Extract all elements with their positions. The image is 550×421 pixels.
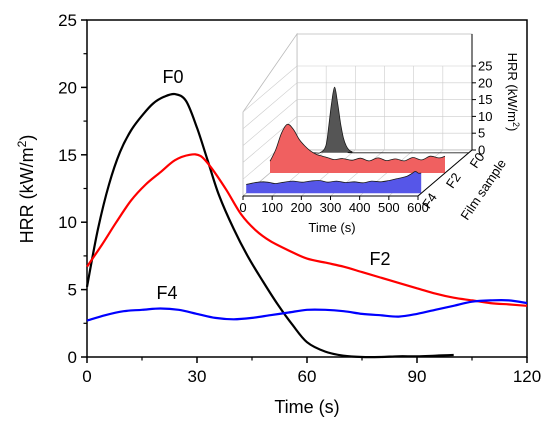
y-tick-label: 20 (58, 78, 77, 97)
series-line-f4 (86, 299, 528, 322)
y-axis-title-superscript: 2 (15, 140, 29, 147)
series-line-f2 (86, 153, 528, 307)
y-tick-label: 0 (68, 348, 77, 367)
y-tick-label: 5 (68, 281, 77, 300)
y-tick-label: 10 (58, 213, 77, 232)
y-axis-title-text: HRR (kW/m (17, 147, 37, 243)
inset-z-axis-title: HRR (kW/m2) (505, 53, 521, 132)
inset-depth-axis (417, 149, 473, 197)
x-tick-label: 0 (82, 367, 91, 386)
inset-z-tick-label: 20 (478, 75, 492, 90)
inset-z-axis-title-text: HRR (kW/m (505, 53, 520, 122)
inset-sample-tick-label: F0 (467, 150, 488, 171)
inset-x-axis-title: Time (s) (308, 220, 355, 235)
inset-x-tick-label: 500 (378, 200, 400, 215)
main-series-lines (85, 92, 528, 359)
series-label-f2: F2 (369, 249, 390, 269)
inset-sample-tick-label: F2 (443, 170, 464, 191)
inset-z-tick-label: 15 (478, 92, 492, 107)
inset-x-tick-label: 300 (320, 200, 342, 215)
inset-z-tick-label: 25 (478, 59, 492, 74)
inset-left-gridline (242, 99, 298, 146)
y-tick-label: 25 (58, 11, 77, 30)
inset-sample-tick-label: F4 (419, 190, 440, 211)
inset-z-axis-title-close: ) (505, 127, 520, 131)
inset-x-tick-label: 100 (261, 200, 283, 215)
series-label-f4: F4 (156, 283, 177, 303)
inset-z-tick-label: 0 (478, 143, 485, 158)
inset-left-gridline (242, 82, 298, 130)
inset-x-tick-label: 0 (239, 200, 246, 215)
inset-area-outline-f4 (246, 170, 422, 185)
inset-x-tick-label: 200 (290, 200, 312, 215)
x-tick-label: 90 (408, 367, 427, 386)
x-tick-label: 120 (513, 367, 541, 386)
inset-left-gridline (242, 65, 298, 113)
y-axis-title-close: ) (17, 135, 37, 141)
inset-area-outline-f0 (293, 86, 469, 154)
inset-series-areas (246, 86, 469, 194)
inset-z-tick-label: 5 (478, 126, 485, 141)
series-label-f0: F0 (162, 67, 183, 87)
y-axis-title: HRR (kW/m2) (15, 135, 37, 244)
inset-area-f4 (246, 171, 422, 194)
y-tick-label: 15 (58, 146, 77, 165)
series-line-f0 (85, 92, 454, 359)
x-tick-label: 60 (298, 367, 317, 386)
inset-x-tick-label: 400 (349, 200, 371, 215)
x-tick-label: 30 (188, 367, 207, 386)
inset-z-tick-label: 10 (478, 109, 492, 124)
inset-z-axis-title-superscript: 2 (511, 122, 521, 127)
x-axis-title: Time (s) (274, 397, 339, 417)
inset-x-tick-label: 600 (407, 200, 429, 215)
inset-area-outline-f2 (269, 123, 446, 162)
